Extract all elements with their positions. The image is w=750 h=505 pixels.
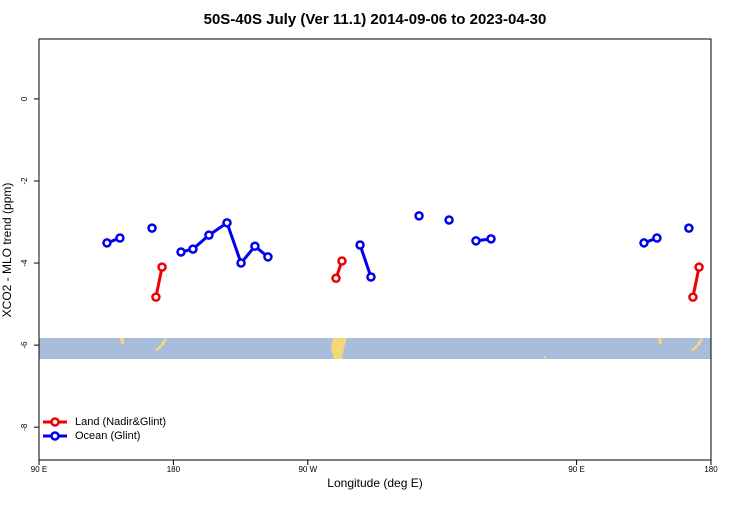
point xyxy=(188,244,198,254)
x-tick-label: 90 W xyxy=(298,465,317,474)
y-tick-label: -8 xyxy=(20,423,29,431)
x-tick-label: 180 xyxy=(704,465,718,474)
point xyxy=(414,211,424,221)
point xyxy=(331,273,341,283)
point xyxy=(147,223,157,233)
point xyxy=(688,292,698,302)
ocean-strip xyxy=(39,338,711,359)
x-tick-label: 90 E xyxy=(31,465,47,474)
point xyxy=(222,218,232,228)
legend-label: Ocean (Glint) xyxy=(75,430,140,442)
point xyxy=(236,258,246,268)
legend-marker xyxy=(50,431,60,441)
map-strip xyxy=(39,338,711,359)
point xyxy=(471,236,481,246)
plot-frame xyxy=(38,38,712,461)
point xyxy=(694,262,704,272)
point xyxy=(263,252,273,262)
legend-marker xyxy=(50,417,60,427)
point xyxy=(639,238,649,248)
x-axis-label: Longitude (deg E) xyxy=(327,476,422,490)
point xyxy=(115,233,125,243)
point xyxy=(355,240,365,250)
point xyxy=(157,262,167,272)
point xyxy=(250,241,260,251)
y-tick-label: -6 xyxy=(20,341,29,349)
y-tick-label: 0 xyxy=(20,96,29,101)
point xyxy=(151,292,161,302)
point xyxy=(366,272,376,282)
point xyxy=(204,230,214,240)
point xyxy=(102,238,112,248)
point xyxy=(652,233,662,243)
y-tick-label: -2 xyxy=(20,177,29,185)
point xyxy=(337,256,347,266)
y-axis-label: XCO2 - MLO trend (ppm) xyxy=(0,183,14,318)
x-tick-label: 180 xyxy=(167,465,181,474)
point xyxy=(444,215,454,225)
point xyxy=(176,247,186,257)
point xyxy=(684,223,694,233)
chart-title: 50S-40S July (Ver 11.1) 2014-09-06 to 20… xyxy=(204,11,547,28)
legend-label: Land (Nadir&Glint) xyxy=(75,416,166,428)
y-tick-label: -4 xyxy=(20,259,29,267)
x-tick-label: 90 E xyxy=(568,465,584,474)
point xyxy=(486,234,496,244)
